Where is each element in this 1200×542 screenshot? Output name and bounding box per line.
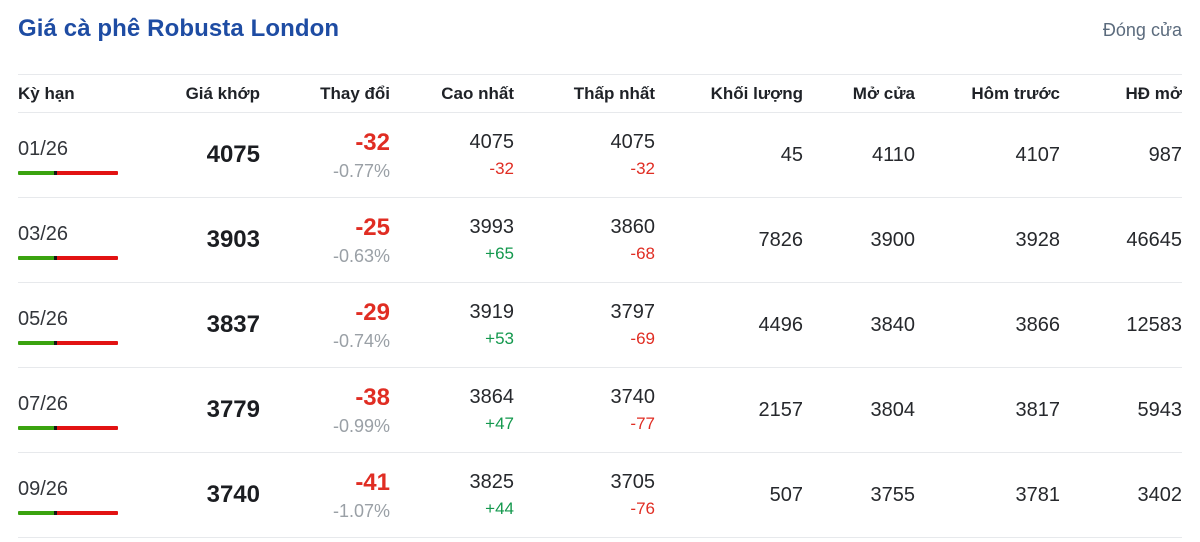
bar-tick [54, 170, 57, 175]
open-interest-value: 3402 [1137, 484, 1183, 506]
previous-value: 3928 [1015, 229, 1061, 251]
contract-month-label: 01/26 [18, 137, 69, 160]
board-header: Giá cà phê Robusta London Đóng cửa [18, 0, 1182, 74]
open-value: 3840 [870, 314, 916, 336]
bar-green-segment [18, 255, 54, 260]
column-header-previous: Hôm trước [971, 83, 1060, 103]
low-delta: -77 [630, 414, 655, 434]
table-row: 05/26 3837 -29 -0.74% 3919 +53 3797 -69 … [18, 283, 1182, 368]
bar-green-segment [18, 170, 54, 175]
open-interest-value: 987 [1148, 144, 1182, 166]
open-interest-value: 46645 [1126, 229, 1182, 251]
open-value: 4110 [871, 144, 915, 166]
open-value: 3804 [870, 399, 916, 421]
column-header-open-interest: HĐ mở [1125, 83, 1182, 103]
open-value: 3755 [870, 484, 916, 506]
bar-red-segment [57, 170, 118, 175]
bar-green-segment [18, 510, 54, 515]
column-header-high: Cao nhất [441, 83, 514, 103]
low-value: 3797 [610, 301, 656, 324]
table-row: 07/26 3779 -38 -0.99% 3864 +47 3740 -77 … [18, 368, 1182, 453]
column-header-matched-price: Giá khớp [185, 83, 260, 103]
page-title: Giá cà phê Robusta London [18, 15, 340, 42]
bar-red-segment [57, 340, 118, 345]
contract-month-label: 03/26 [18, 222, 69, 245]
change-value: -41 [355, 468, 390, 496]
change-value: -25 [355, 213, 390, 241]
change-value: -38 [355, 383, 390, 411]
low-value: 4075 [610, 131, 656, 154]
change-percent: -1.07% [332, 500, 390, 521]
column-header-low: Thấp nhất [573, 83, 655, 103]
table-row: 03/26 3903 -25 -0.63% 3993 +65 3860 -68 … [18, 198, 1182, 283]
open-interest-value: 12583 [1126, 314, 1182, 336]
change-percent: -0.77% [332, 160, 390, 181]
high-delta: -32 [489, 159, 514, 179]
change-value: -32 [355, 128, 390, 156]
high-delta: +47 [485, 414, 514, 434]
matched-price: 4075 [206, 141, 260, 169]
price-range-bar [18, 425, 118, 430]
previous-value: 4107 [1015, 144, 1061, 166]
change-percent: -0.99% [332, 415, 390, 436]
price-range-bar [18, 255, 118, 260]
high-delta: +44 [485, 499, 514, 519]
column-header-volume: Khối lượng [710, 83, 803, 103]
contract-month-label: 09/26 [18, 477, 69, 500]
price-range-bar [18, 170, 118, 175]
change-percent: -0.63% [332, 245, 390, 266]
volume-value: 4496 [758, 314, 804, 336]
table-header-row: Kỳ hạn Giá khớp Thay đổi Cao nhất Thấp n… [18, 74, 1182, 113]
high-delta: +53 [485, 329, 514, 349]
previous-value: 3781 [1015, 484, 1061, 506]
bar-tick [54, 510, 57, 515]
high-delta: +65 [485, 244, 514, 264]
volume-value: 45 [780, 144, 803, 166]
previous-value: 3817 [1015, 399, 1061, 421]
low-value: 3705 [610, 471, 656, 494]
bar-tick [54, 425, 57, 430]
price-range-bar [18, 510, 118, 515]
bar-red-segment [57, 510, 118, 515]
high-value: 3919 [469, 301, 515, 324]
low-delta: -69 [630, 329, 655, 349]
high-value: 3993 [469, 216, 515, 239]
low-delta: -32 [630, 159, 655, 179]
volume-value: 507 [769, 484, 803, 506]
bar-green-segment [18, 425, 54, 430]
contract-month-label: 07/26 [18, 392, 69, 415]
matched-price: 3779 [206, 396, 260, 424]
low-delta: -76 [630, 499, 655, 519]
table-row: 01/26 4075 -32 -0.77% 4075 -32 4075 -32 … [18, 113, 1182, 198]
bar-red-segment [57, 255, 118, 260]
column-header-open: Mở cửa [852, 83, 915, 103]
change-percent: -0.74% [332, 330, 390, 351]
open-interest-value: 5943 [1137, 399, 1183, 421]
column-header-change: Thay đổi [320, 83, 390, 103]
matched-price: 3903 [206, 226, 260, 254]
bar-red-segment [57, 425, 118, 430]
contract-month-label: 05/26 [18, 307, 69, 330]
price-range-bar [18, 340, 118, 345]
matched-price: 3837 [206, 311, 260, 339]
bar-tick [54, 340, 57, 345]
high-value: 3825 [469, 471, 515, 494]
low-value: 3740 [610, 386, 656, 409]
previous-value: 3866 [1015, 314, 1061, 336]
low-delta: -68 [630, 244, 655, 264]
matched-price: 3740 [206, 481, 260, 509]
table-row: 09/26 3740 -41 -1.07% 3825 +44 3705 -76 … [18, 453, 1182, 538]
low-value: 3860 [610, 216, 656, 239]
column-header-term: Kỳ hạn [18, 83, 75, 103]
bar-green-segment [18, 340, 54, 345]
bar-tick [54, 255, 57, 260]
change-value: -29 [355, 298, 390, 326]
high-value: 3864 [469, 386, 515, 409]
volume-value: 2157 [758, 399, 804, 421]
open-value: 3900 [870, 229, 916, 251]
high-value: 4075 [469, 131, 515, 154]
volume-value: 7826 [758, 229, 804, 251]
market-status-label: Đóng cửa [1102, 20, 1182, 40]
